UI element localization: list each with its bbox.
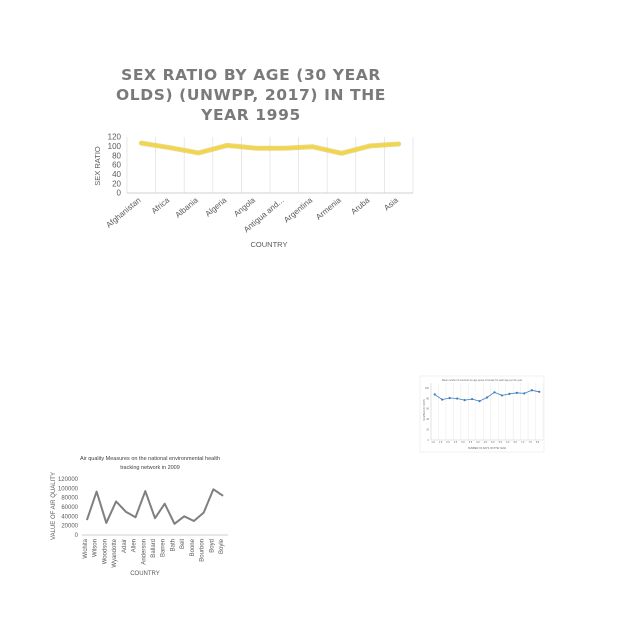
x-axis-title: NUMBER OF DAYS ON THE YEAR bbox=[468, 447, 506, 450]
x-tick-label: 7.0 bbox=[521, 441, 525, 444]
x-tick-label: Bath bbox=[170, 539, 176, 551]
y-tick-label: 100 bbox=[108, 142, 122, 151]
series-line bbox=[85, 488, 224, 525]
x-tick-label: 3.5 bbox=[469, 441, 473, 444]
chart-title-line-2: tracking network in 2009 bbox=[120, 465, 180, 471]
data-point bbox=[478, 400, 481, 403]
chart-title-line-1: Air quality Measures on the national env… bbox=[80, 456, 220, 462]
x-tick-label: 6.5 bbox=[514, 441, 518, 444]
x-axis-title: COUNTRY bbox=[130, 571, 160, 577]
y-tick-label: 60000 bbox=[61, 505, 78, 511]
data-point bbox=[493, 391, 496, 394]
x-tick-label: Barren bbox=[161, 539, 167, 557]
series-line bbox=[139, 141, 401, 155]
x-axis-title: COUNTRY bbox=[251, 240, 288, 249]
data-point bbox=[448, 396, 451, 400]
x-tick-label: Woodson bbox=[102, 539, 108, 564]
y-axis-title: SEX RATIO bbox=[93, 146, 102, 186]
x-tick-label: 1.0 bbox=[431, 441, 435, 444]
chart-title: Mean number of survivors by age group of… bbox=[442, 379, 522, 382]
x-tick-label: Allen bbox=[132, 539, 138, 552]
x-tick-label: Wilson bbox=[93, 539, 99, 557]
y-tick-label: 120 bbox=[108, 133, 122, 142]
data-point bbox=[530, 389, 533, 392]
x-tick-label: Wyandotte bbox=[112, 538, 118, 567]
data-point bbox=[463, 399, 466, 402]
data-point bbox=[470, 397, 474, 401]
data-point bbox=[485, 396, 489, 399]
x-tick-label: 3.0 bbox=[461, 441, 465, 444]
data-point bbox=[441, 398, 444, 401]
x-tick-label: 8.0 bbox=[536, 441, 540, 444]
y-tick-label: 20 bbox=[426, 428, 429, 431]
y-tick-label: 0 bbox=[117, 189, 122, 198]
y-tick-label: 20 bbox=[112, 179, 121, 188]
data-point bbox=[515, 391, 518, 394]
x-tick-label: 4.5 bbox=[484, 441, 488, 444]
y-tick-label: 40 bbox=[112, 170, 121, 179]
chart-title-line-2: OLDS) (UNWPP, 2017) IN THE bbox=[116, 86, 386, 104]
chart-title-line-3: YEAR 1995 bbox=[200, 106, 301, 124]
y-tick-label: 0 bbox=[75, 533, 79, 539]
x-tick-label: 4.0 bbox=[476, 441, 480, 444]
y-tick-label: 80 bbox=[426, 397, 429, 400]
data-point bbox=[508, 392, 511, 395]
y-axis-title: VALUE OF AIR QUALITY bbox=[51, 472, 57, 540]
y-tick-label: 60 bbox=[426, 408, 429, 411]
y-tick-label: 120000 bbox=[58, 477, 79, 483]
y-tick-label: 60 bbox=[112, 161, 121, 170]
x-tick-label: 1.5 bbox=[439, 441, 443, 444]
y-tick-label: 40000 bbox=[61, 514, 78, 520]
x-tick-label: 5.5 bbox=[499, 441, 503, 444]
chart-title-line-1: SEX RATIO BY AGE (30 YEAR bbox=[121, 66, 381, 84]
x-tick-label: 2.5 bbox=[454, 441, 458, 444]
y-tick-label: 40 bbox=[426, 418, 429, 421]
data-point bbox=[500, 394, 504, 397]
y-axis-title: NUMBER OF DAYS bbox=[423, 399, 426, 421]
x-tick-label: Bourbon bbox=[200, 539, 206, 562]
y-tick-label: 100 bbox=[425, 387, 430, 390]
y-tick-label: 0 bbox=[428, 439, 430, 442]
x-tick-label: 5.0 bbox=[491, 441, 495, 444]
x-tick-label: 2.0 bbox=[446, 441, 450, 444]
y-tick-label: 20000 bbox=[61, 524, 78, 530]
x-tick-label: Boyd bbox=[209, 539, 215, 553]
data-point bbox=[523, 392, 526, 395]
chart-border bbox=[419, 375, 545, 453]
x-tick-label: Anderson bbox=[141, 539, 147, 565]
x-tick-label: Adair bbox=[122, 539, 128, 553]
x-tick-label: Wichita bbox=[83, 538, 89, 558]
x-tick-label: 6.0 bbox=[506, 441, 510, 444]
y-tick-label: 80 bbox=[112, 151, 121, 160]
x-tick-label: Bell bbox=[180, 539, 186, 549]
x-tick-label: Boone bbox=[190, 538, 196, 556]
y-tick-label: 80000 bbox=[61, 496, 78, 502]
data-point bbox=[538, 390, 541, 393]
y-tick-label: 100000 bbox=[58, 486, 79, 492]
x-tick-label: 7.5 bbox=[528, 441, 532, 444]
x-tick-label: Ballard bbox=[151, 539, 157, 558]
data-point bbox=[456, 397, 459, 400]
data-point bbox=[433, 393, 436, 396]
x-tick-label: Boyle bbox=[219, 538, 225, 554]
